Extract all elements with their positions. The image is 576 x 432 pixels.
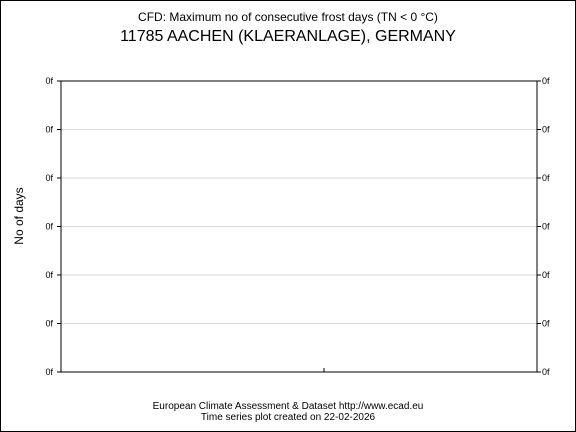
y-tick-label-right: 0f — [542, 125, 550, 135]
y-tick-label-left: 0f — [45, 270, 53, 280]
y-tick-label-left: 0f — [45, 125, 53, 135]
y-tick-label-right: 0f — [542, 222, 550, 232]
y-axis-label: No of days — [12, 187, 26, 244]
y-tick-label-left: 0f — [45, 222, 53, 232]
y-tick-label-right: 0f — [542, 76, 550, 86]
y-tick-label-left: 0f — [45, 173, 53, 183]
footer-credit: European Climate Assessment & Dataset ht… — [152, 401, 424, 412]
y-tick-label-right: 0f — [542, 319, 550, 329]
y-tick-label-left: 0f — [45, 76, 53, 86]
footer-created: Time series plot created on 22-02-2026 — [200, 412, 376, 423]
y-tick-label-right: 0f — [542, 173, 550, 183]
chart-title: CFD: Maximum no of consecutive frost day… — [138, 10, 438, 24]
grid-lines — [61, 129, 537, 324]
y-axis-right: 0f 0f 0f 0f 0f 0f 0f — [537, 76, 550, 377]
y-axis-left: 0f 0f 0f 0f 0f 0f 0f — [45, 76, 61, 377]
y-tick-label-left: 0f — [45, 367, 53, 377]
y-tick-label-right: 0f — [542, 367, 550, 377]
y-tick-label-right: 0f — [542, 270, 550, 280]
y-tick-label-left: 0f — [45, 319, 53, 329]
chart-subtitle: 11785 AACHEN (KLAERANLAGE), GERMANY — [120, 28, 456, 45]
